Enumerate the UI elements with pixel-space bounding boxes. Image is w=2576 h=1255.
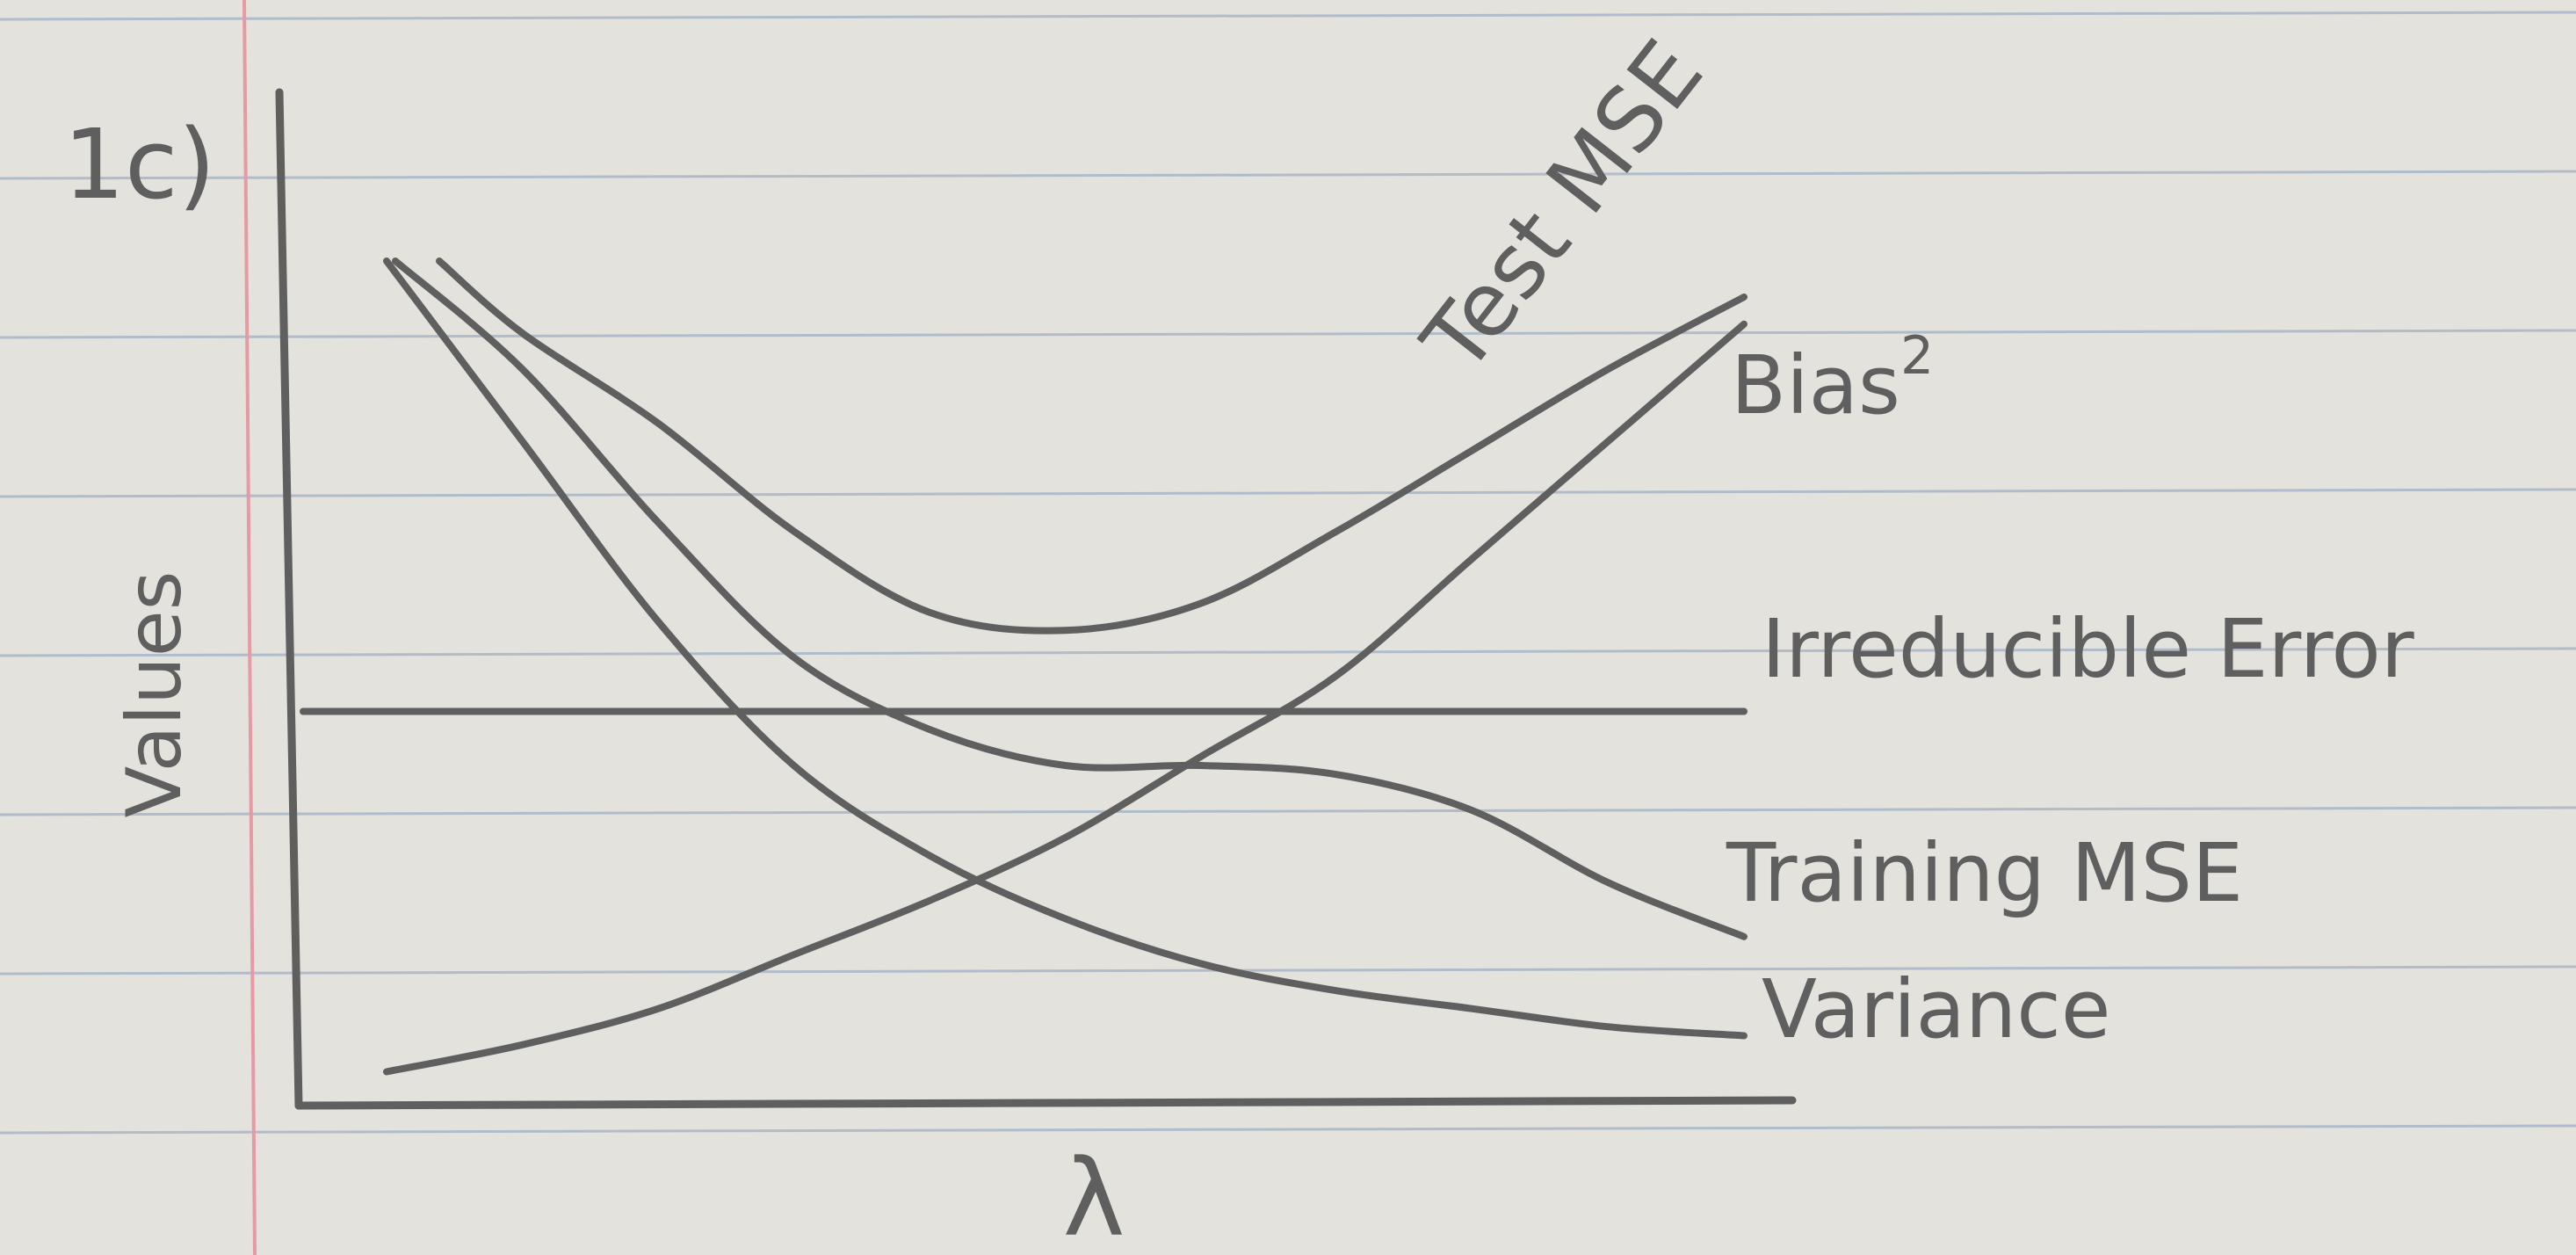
chart-series (300, 258, 1747, 1076)
series-line-variance (383, 258, 1747, 1040)
ruled-lines (0, 11, 2576, 1135)
margin-line (242, 0, 257, 1255)
rule-line (0, 1124, 2576, 1135)
y-axis-label: Values (111, 571, 199, 818)
series-label-training-mse: Training MSE (1726, 826, 2243, 920)
rule-line (0, 806, 2576, 816)
series-label-irreducible-error: Irreducible Error (1762, 602, 2414, 696)
series-line-training-mse (392, 258, 1747, 940)
rule-line (0, 11, 2576, 21)
y-axis (275, 88, 303, 1110)
rule-line (0, 647, 2576, 657)
rule-line (0, 488, 2576, 498)
series-label-bias: Bias2 (1731, 325, 1934, 432)
rule-line (0, 329, 2576, 339)
problem-label: 1c) (63, 108, 215, 221)
x-axis (294, 1096, 1797, 1110)
rule-line (0, 170, 2576, 180)
chart-axes (275, 88, 1797, 1110)
rule-line (0, 965, 2576, 976)
series-line-bias (383, 320, 1747, 1076)
x-axis-label: λ (1062, 1138, 1125, 1255)
series-line-test-mse (436, 258, 1747, 635)
series-label-variance: Variance (1762, 962, 2110, 1056)
